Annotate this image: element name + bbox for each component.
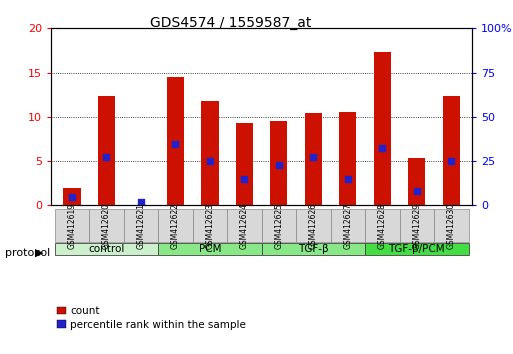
- FancyBboxPatch shape: [158, 244, 262, 255]
- FancyBboxPatch shape: [400, 209, 434, 242]
- Bar: [98, 96, 115, 205]
- FancyBboxPatch shape: [365, 209, 400, 242]
- Text: GSM412627: GSM412627: [343, 203, 352, 249]
- Bar: [64, 188, 81, 205]
- Point: [137, 199, 145, 205]
- Text: GDS4574 / 1559587_at: GDS4574 / 1559587_at: [150, 16, 311, 30]
- Text: control: control: [88, 244, 125, 254]
- Text: GSM412624: GSM412624: [240, 203, 249, 249]
- Bar: [443, 96, 460, 205]
- Text: GSM412629: GSM412629: [412, 203, 421, 249]
- Text: GSM412620: GSM412620: [102, 203, 111, 249]
- FancyBboxPatch shape: [158, 209, 193, 242]
- FancyBboxPatch shape: [227, 209, 262, 242]
- Text: GSM412623: GSM412623: [205, 203, 214, 249]
- Text: GSM412621: GSM412621: [136, 203, 146, 249]
- FancyBboxPatch shape: [434, 209, 468, 242]
- FancyBboxPatch shape: [365, 244, 468, 255]
- Point: [275, 163, 283, 169]
- FancyBboxPatch shape: [124, 209, 158, 242]
- Bar: [339, 113, 357, 205]
- Point: [103, 154, 111, 159]
- FancyBboxPatch shape: [55, 209, 89, 242]
- Bar: [305, 113, 322, 205]
- Text: TGF-β: TGF-β: [298, 244, 329, 254]
- FancyBboxPatch shape: [193, 209, 227, 242]
- FancyBboxPatch shape: [55, 244, 158, 255]
- Bar: [373, 52, 391, 205]
- Point: [68, 195, 76, 200]
- Point: [206, 158, 214, 164]
- Text: protocol: protocol: [5, 248, 50, 258]
- Point: [378, 145, 386, 151]
- FancyBboxPatch shape: [296, 209, 330, 242]
- Point: [171, 141, 180, 147]
- Point: [412, 188, 421, 194]
- Legend: count, percentile rank within the sample: count, percentile rank within the sample: [56, 306, 246, 330]
- FancyBboxPatch shape: [262, 209, 296, 242]
- FancyBboxPatch shape: [89, 209, 124, 242]
- Bar: [167, 77, 184, 205]
- Text: GSM412630: GSM412630: [447, 203, 456, 249]
- Text: GSM412628: GSM412628: [378, 203, 387, 249]
- FancyBboxPatch shape: [330, 209, 365, 242]
- Text: GSM412619: GSM412619: [68, 203, 76, 249]
- Point: [240, 176, 248, 182]
- Bar: [270, 121, 287, 205]
- Bar: [201, 101, 219, 205]
- Text: TGF-β/PCM: TGF-β/PCM: [388, 244, 445, 254]
- Text: GSM412622: GSM412622: [171, 203, 180, 249]
- Point: [447, 158, 456, 164]
- Text: GSM412626: GSM412626: [309, 203, 318, 249]
- Text: GSM412625: GSM412625: [274, 203, 283, 249]
- Point: [344, 176, 352, 182]
- Text: ▶: ▶: [35, 248, 44, 258]
- FancyBboxPatch shape: [262, 244, 365, 255]
- Point: [309, 154, 318, 159]
- Bar: [408, 159, 425, 205]
- Bar: [236, 123, 253, 205]
- Text: PCM: PCM: [199, 244, 221, 254]
